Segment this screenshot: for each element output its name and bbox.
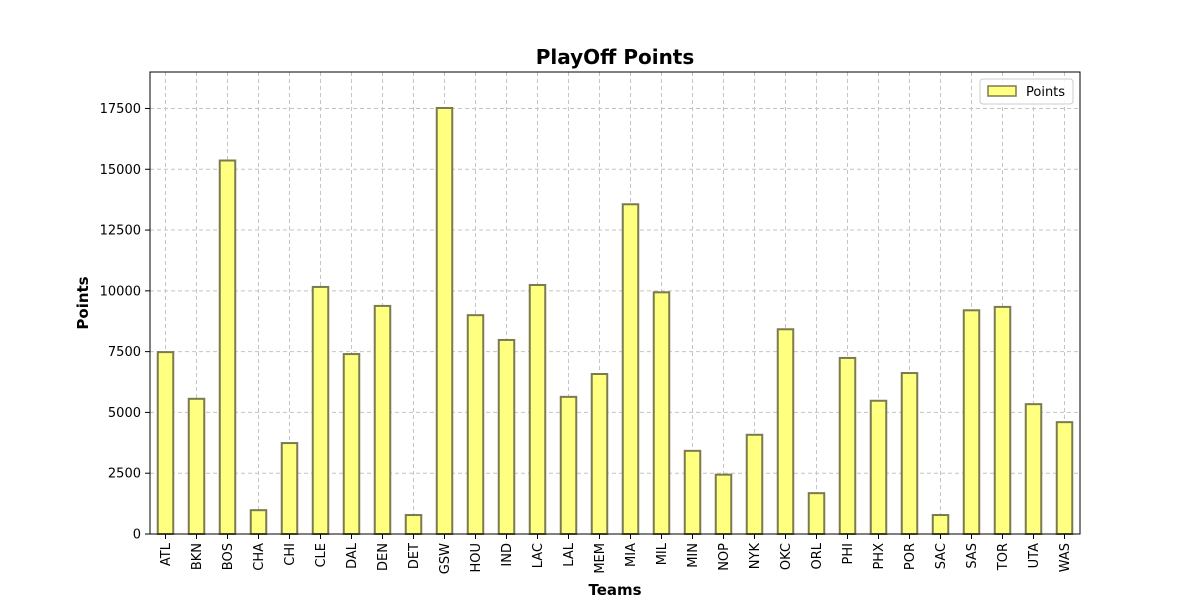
- bar-den: [373, 304, 392, 536]
- x-tick-label: WAS: [1058, 543, 1073, 572]
- x-tick-label: POR: [903, 543, 918, 570]
- x-tick-label: MIL: [655, 542, 670, 565]
- x-tick-label: HOU: [469, 543, 484, 573]
- bar-bkn: [187, 397, 206, 535]
- x-tick-label: NOP: [717, 543, 732, 571]
- y-tick-label: 12500: [100, 224, 141, 239]
- bar-chi: [280, 442, 299, 536]
- bar-min: [683, 449, 702, 535]
- x-tick-label: OKC: [779, 543, 794, 570]
- legend: Points: [979, 78, 1074, 105]
- bar-lac: [528, 284, 547, 535]
- bar-mem: [590, 373, 609, 535]
- bar-cha: [249, 509, 268, 536]
- bar-nop: [714, 473, 733, 535]
- bar-tor: [993, 305, 1012, 535]
- bar-lal: [559, 395, 578, 535]
- x-tick-label: PHI: [841, 543, 856, 564]
- y-axis-ticks: 0 2500 5000 7500 10000 12500 15000 17500: [100, 102, 150, 543]
- bar-uta: [1024, 403, 1043, 535]
- bar-dal: [342, 353, 361, 536]
- bar-ind: [497, 338, 516, 535]
- x-axis-label: Teams: [588, 581, 641, 599]
- y-axis-label: Points: [74, 276, 92, 329]
- bar-bos: [218, 159, 237, 536]
- y-tick-label: 5000: [108, 406, 141, 421]
- bar-mia: [621, 203, 640, 535]
- bar-orl: [807, 492, 826, 535]
- legend-swatch: [987, 85, 1017, 97]
- x-tick-label: DET: [407, 543, 422, 569]
- x-tick-label: DAL: [345, 542, 360, 569]
- bars: [156, 106, 1074, 536]
- x-tick-label: CHI: [283, 543, 298, 566]
- bar-sas: [962, 309, 981, 535]
- x-tick-label: BOS: [221, 543, 236, 570]
- bar-gsw: [435, 106, 454, 535]
- y-tick-label: 2500: [108, 467, 141, 482]
- bar-okc: [776, 328, 795, 535]
- x-tick-label: MEM: [593, 543, 608, 574]
- bar-phi: [838, 356, 857, 535]
- bar-mil: [652, 291, 671, 535]
- x-tick-label: CLE: [314, 543, 329, 568]
- bar-hou: [466, 314, 485, 535]
- bar-por: [900, 372, 919, 535]
- bar-atl: [156, 351, 175, 535]
- bar-det: [404, 514, 423, 536]
- x-tick-label: LAC: [531, 543, 546, 568]
- x-tick-label: ORL: [810, 542, 825, 569]
- x-tick-label: PHX: [872, 543, 887, 570]
- x-tick-label: SAS: [965, 543, 980, 569]
- x-tick-label: BKN: [190, 543, 205, 570]
- legend-label: Points: [1026, 85, 1065, 100]
- y-tick-label: 10000: [100, 284, 141, 299]
- x-tick-label: ATL: [159, 542, 174, 566]
- plot-frame: [149, 71, 1081, 535]
- x-tick-label: LAL: [562, 542, 577, 566]
- y-tick-label: 15000: [100, 163, 141, 178]
- x-axis-ticks: ATL BKN BOS CHA CHI CLE DAL DEN DET GSW HOU IND LAC L…: [159, 534, 1073, 574]
- x-tick-label: IND: [500, 543, 515, 567]
- x-tick-label: UTA: [1027, 543, 1042, 568]
- x-tick-label: NYK: [748, 543, 763, 570]
- bar-phx: [869, 399, 888, 535]
- x-tick-label: MIN: [686, 543, 701, 568]
- x-tick-label: MIA: [624, 543, 639, 567]
- x-tick-label: SAC: [934, 543, 949, 569]
- x-tick-label: TOR: [996, 543, 1011, 571]
- x-tick-label: CHA: [252, 543, 267, 571]
- chart-title: PlayOff Points: [536, 45, 695, 69]
- y-tick-label: 0: [133, 528, 141, 543]
- y-tick-label: 7500: [108, 345, 141, 360]
- bar-nyk: [745, 433, 764, 535]
- x-tick-label: DEN: [376, 543, 391, 571]
- bar-cle: [311, 285, 330, 535]
- bar-sac: [931, 514, 950, 536]
- bar-was: [1055, 421, 1074, 535]
- x-tick-label: GSW: [438, 543, 453, 574]
- y-tick-label: 17500: [100, 102, 141, 117]
